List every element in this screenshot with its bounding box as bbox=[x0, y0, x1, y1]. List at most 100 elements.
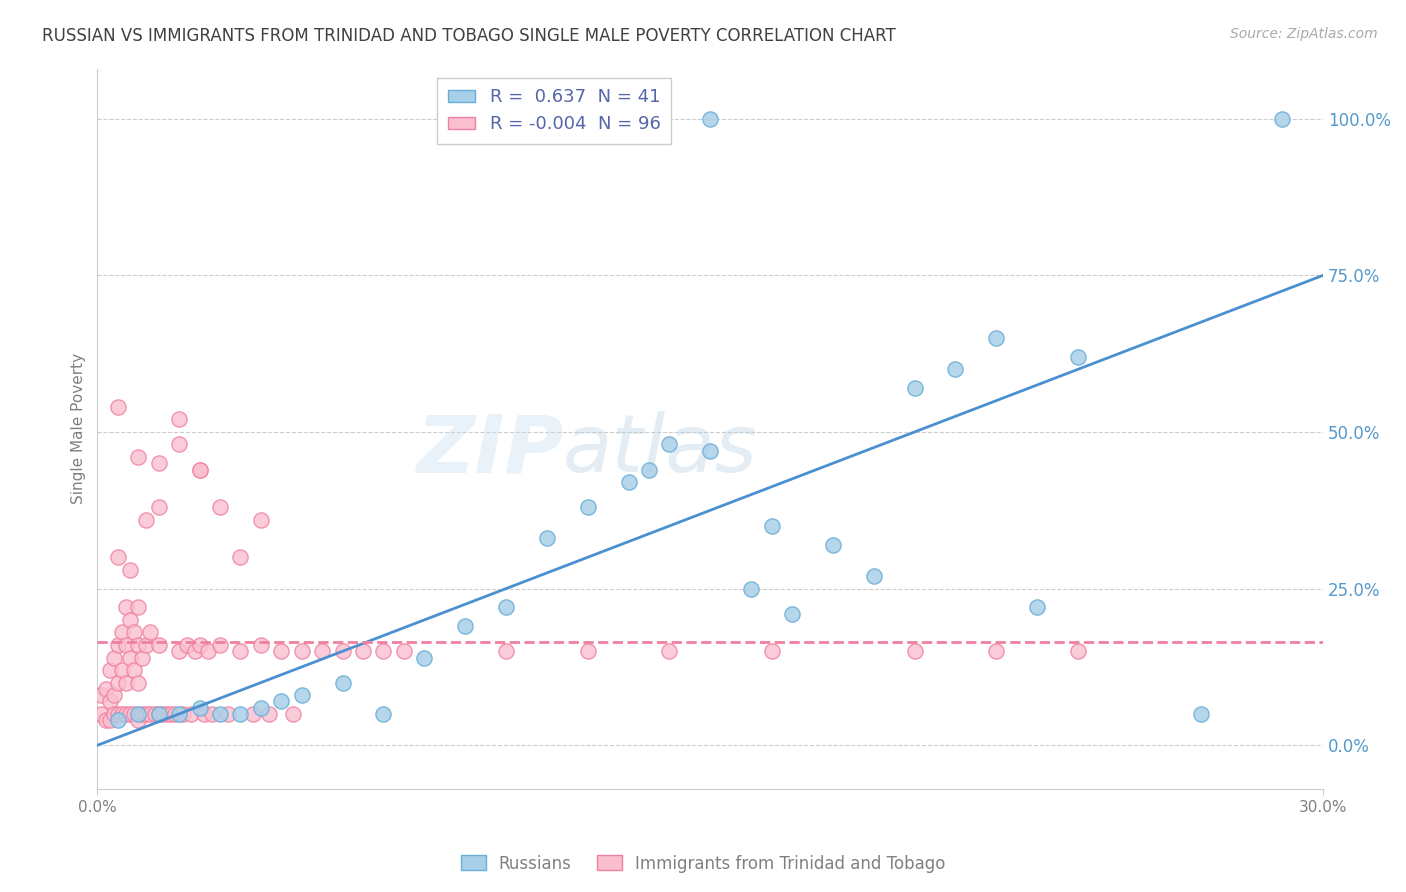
Point bbox=[576, 500, 599, 515]
Point bbox=[454, 619, 477, 633]
Point bbox=[291, 644, 314, 658]
Point bbox=[148, 638, 170, 652]
Point bbox=[658, 644, 681, 658]
Point bbox=[122, 706, 145, 721]
Point bbox=[167, 706, 190, 721]
Point bbox=[373, 706, 395, 721]
Point bbox=[118, 613, 141, 627]
Point bbox=[229, 550, 252, 565]
Point bbox=[201, 706, 224, 721]
Point bbox=[249, 638, 271, 652]
Point bbox=[131, 706, 153, 721]
Point bbox=[188, 462, 211, 476]
Point bbox=[135, 706, 157, 721]
Point bbox=[986, 331, 1008, 345]
Point bbox=[1271, 112, 1294, 126]
Point bbox=[107, 638, 129, 652]
Point bbox=[176, 638, 198, 652]
Point bbox=[270, 644, 292, 658]
Point bbox=[821, 538, 844, 552]
Point bbox=[193, 706, 215, 721]
Point bbox=[332, 675, 354, 690]
Point bbox=[761, 644, 783, 658]
Point bbox=[184, 644, 207, 658]
Point bbox=[617, 475, 640, 489]
Text: Source: ZipAtlas.com: Source: ZipAtlas.com bbox=[1230, 27, 1378, 41]
Text: atlas: atlas bbox=[564, 411, 758, 490]
Point bbox=[332, 644, 354, 658]
Point bbox=[90, 706, 112, 721]
Point bbox=[111, 625, 134, 640]
Point bbox=[249, 513, 271, 527]
Point bbox=[373, 644, 395, 658]
Point bbox=[98, 663, 121, 677]
Point bbox=[242, 706, 264, 721]
Point bbox=[135, 513, 157, 527]
Point bbox=[208, 638, 231, 652]
Point bbox=[986, 644, 1008, 658]
Point bbox=[103, 650, 125, 665]
Point bbox=[167, 644, 190, 658]
Point bbox=[127, 600, 149, 615]
Text: RUSSIAN VS IMMIGRANTS FROM TRINIDAD AND TOBAGO SINGLE MALE POVERTY CORRELATION C: RUSSIAN VS IMMIGRANTS FROM TRINIDAD AND … bbox=[42, 27, 896, 45]
Point bbox=[139, 625, 162, 640]
Point bbox=[156, 706, 179, 721]
Point bbox=[291, 688, 314, 702]
Point bbox=[658, 437, 681, 451]
Point bbox=[148, 456, 170, 470]
Y-axis label: Single Male Poverty: Single Male Poverty bbox=[72, 353, 86, 504]
Point bbox=[740, 582, 762, 596]
Legend: Russians, Immigrants from Trinidad and Tobago: Russians, Immigrants from Trinidad and T… bbox=[454, 848, 952, 880]
Point bbox=[229, 644, 252, 658]
Point bbox=[197, 644, 219, 658]
Point bbox=[903, 381, 925, 395]
Point bbox=[107, 675, 129, 690]
Point bbox=[699, 443, 721, 458]
Point bbox=[761, 519, 783, 533]
Point bbox=[311, 644, 333, 658]
Point bbox=[1026, 600, 1049, 615]
Point bbox=[188, 700, 211, 714]
Point bbox=[208, 706, 231, 721]
Point bbox=[283, 706, 305, 721]
Point bbox=[143, 706, 166, 721]
Point bbox=[98, 694, 121, 708]
Text: ZIP: ZIP bbox=[416, 411, 564, 490]
Point bbox=[103, 688, 125, 702]
Point bbox=[127, 450, 149, 464]
Point bbox=[167, 412, 190, 426]
Point bbox=[495, 644, 517, 658]
Point bbox=[208, 500, 231, 515]
Point bbox=[115, 675, 138, 690]
Point bbox=[167, 437, 190, 451]
Point bbox=[699, 112, 721, 126]
Point bbox=[180, 706, 202, 721]
Point bbox=[139, 706, 162, 721]
Point bbox=[270, 694, 292, 708]
Point bbox=[107, 550, 129, 565]
Point bbox=[103, 706, 125, 721]
Point bbox=[638, 462, 661, 476]
Point bbox=[1067, 644, 1090, 658]
Point bbox=[107, 400, 129, 414]
Point bbox=[148, 706, 170, 721]
Point bbox=[172, 706, 194, 721]
Point bbox=[94, 713, 117, 727]
Point bbox=[413, 650, 436, 665]
Point bbox=[118, 706, 141, 721]
Point bbox=[90, 688, 112, 702]
Point bbox=[257, 706, 280, 721]
Point bbox=[903, 644, 925, 658]
Point bbox=[217, 706, 239, 721]
Point bbox=[249, 700, 271, 714]
Point bbox=[115, 706, 138, 721]
Point bbox=[862, 569, 884, 583]
Point bbox=[536, 532, 558, 546]
Point bbox=[160, 706, 183, 721]
Point bbox=[780, 607, 803, 621]
Point bbox=[163, 706, 186, 721]
Point bbox=[115, 600, 138, 615]
Point bbox=[127, 675, 149, 690]
Point bbox=[229, 706, 252, 721]
Point bbox=[131, 650, 153, 665]
